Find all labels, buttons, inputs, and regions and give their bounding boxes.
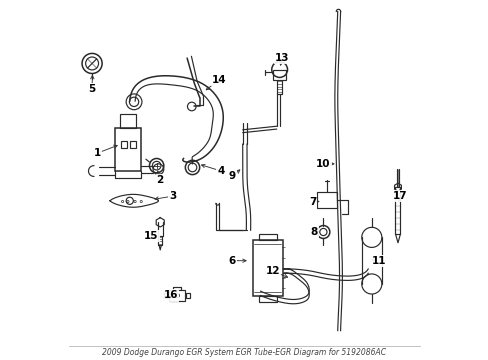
Bar bbox=[115, 128, 140, 171]
Bar bbox=[163, 293, 168, 298]
Bar bbox=[121, 141, 127, 148]
Text: 10: 10 bbox=[316, 159, 330, 169]
Bar bbox=[316, 192, 336, 208]
Bar bbox=[258, 296, 276, 302]
Text: 8: 8 bbox=[310, 227, 317, 237]
Text: 17: 17 bbox=[392, 191, 407, 201]
Text: 5: 5 bbox=[88, 84, 96, 94]
Text: 15: 15 bbox=[144, 231, 158, 240]
Text: 11: 11 bbox=[371, 256, 386, 266]
Text: 14: 14 bbox=[212, 75, 226, 85]
Text: 7: 7 bbox=[308, 197, 316, 207]
Text: 2009 Dodge Durango EGR System EGR Tube-EGR Diagram for 5192086AC: 2009 Dodge Durango EGR System EGR Tube-E… bbox=[102, 348, 386, 357]
Text: 13: 13 bbox=[274, 53, 289, 63]
Text: 16: 16 bbox=[163, 291, 178, 301]
Text: 4: 4 bbox=[217, 166, 224, 176]
Text: 1: 1 bbox=[94, 148, 101, 158]
Bar bbox=[258, 234, 276, 240]
Bar bbox=[273, 69, 285, 80]
Bar bbox=[185, 293, 190, 298]
Text: 2: 2 bbox=[156, 175, 163, 185]
Text: 12: 12 bbox=[265, 266, 280, 276]
Bar bbox=[169, 290, 185, 301]
Text: 9: 9 bbox=[228, 171, 235, 181]
Text: 6: 6 bbox=[228, 256, 235, 266]
Bar bbox=[252, 240, 283, 296]
Text: 3: 3 bbox=[169, 191, 176, 201]
Bar bbox=[129, 141, 136, 148]
Bar bbox=[120, 114, 136, 128]
